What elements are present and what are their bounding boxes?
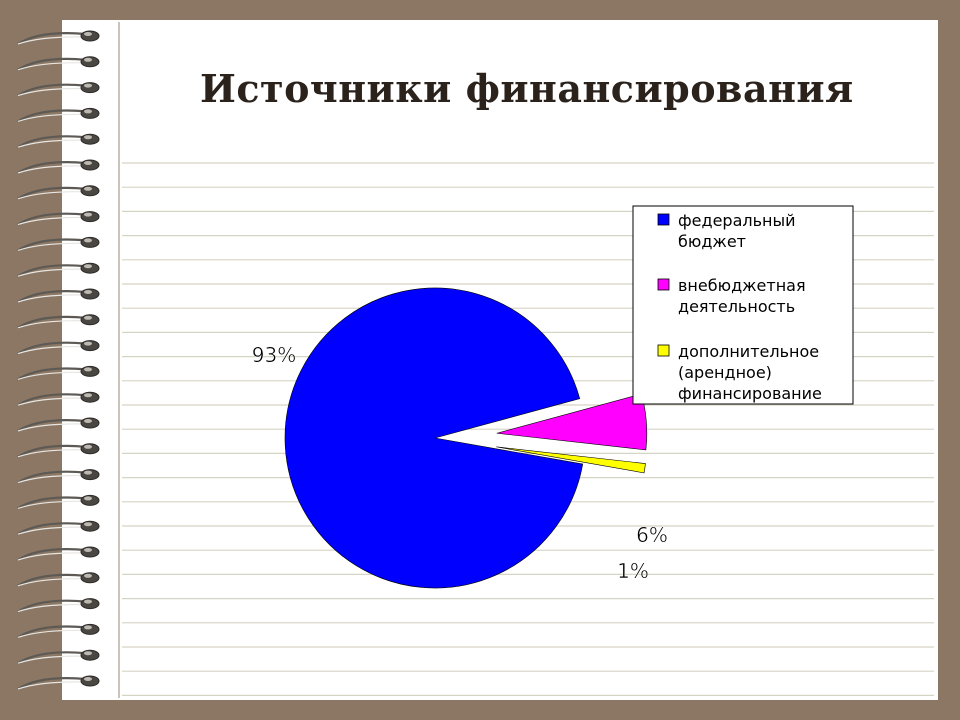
spiral-ring: [17, 417, 100, 432]
legend-label: (арендное): [678, 363, 772, 382]
spiral-ring: [17, 56, 100, 71]
legend-label: дополнительное: [678, 342, 819, 361]
spiral-ring: [17, 340, 100, 355]
legend-label: деятельность: [678, 297, 795, 316]
legend-label: финансирование: [678, 384, 822, 403]
spiral-ring: [17, 365, 100, 381]
legend-swatch: [657, 278, 670, 291]
legend-label: внебюджетная: [678, 276, 806, 295]
spiral-ring: [17, 546, 100, 561]
spiral-ring: [17, 572, 100, 587]
legend-swatch: [657, 213, 670, 226]
data-label: 1%: [617, 559, 649, 583]
spiral-ring: [17, 30, 100, 45]
legend-entry: внебюджетная деятельность: [657, 276, 806, 316]
legend-label: бюджет: [678, 232, 746, 251]
legend-swatch: [657, 344, 670, 357]
spiral-ring: [17, 314, 100, 329]
pie-slice: [284, 287, 584, 589]
spiral-ring: [17, 598, 100, 613]
legend-entry: федеральный бюджет: [657, 211, 796, 251]
spiral-ring: [17, 649, 100, 665]
page-title: Источники финансирования: [200, 66, 854, 111]
spiral-ring: [17, 443, 100, 458]
spiral-ring: [17, 391, 100, 407]
pie-slice: [496, 446, 646, 474]
spiral-binding: [17, 30, 100, 690]
spiral-ring: [17, 236, 100, 252]
spiral-ring: [17, 107, 100, 123]
pie-slices: [284, 287, 648, 589]
legend-box: [632, 205, 854, 405]
spiral-ring: [17, 211, 100, 226]
spiral-ring: [17, 185, 100, 200]
spiral-ring: [17, 262, 100, 278]
notebook-page-notch: [62, 432, 120, 444]
data-label: 93%: [252, 343, 296, 367]
spiral-ring: [17, 288, 100, 303]
spiral-ring: [17, 469, 100, 484]
legend: федеральный бюджет внебюджетная деятельност…: [632, 205, 854, 405]
legend-label: федеральный: [678, 211, 796, 230]
spiral-ring: [17, 82, 100, 97]
spiral-ring: [17, 675, 100, 690]
data-label: 6%: [636, 523, 668, 547]
spiral-ring: [17, 623, 100, 639]
spiral-ring: [17, 494, 100, 510]
legend-entry: дополнительное (арендное) финансирование: [657, 342, 822, 403]
spiral-ring: [17, 520, 100, 536]
spiral-ring: [17, 133, 100, 149]
data-labels: 93% 6% 1%: [252, 343, 669, 584]
spiral-ring: [17, 159, 100, 174]
